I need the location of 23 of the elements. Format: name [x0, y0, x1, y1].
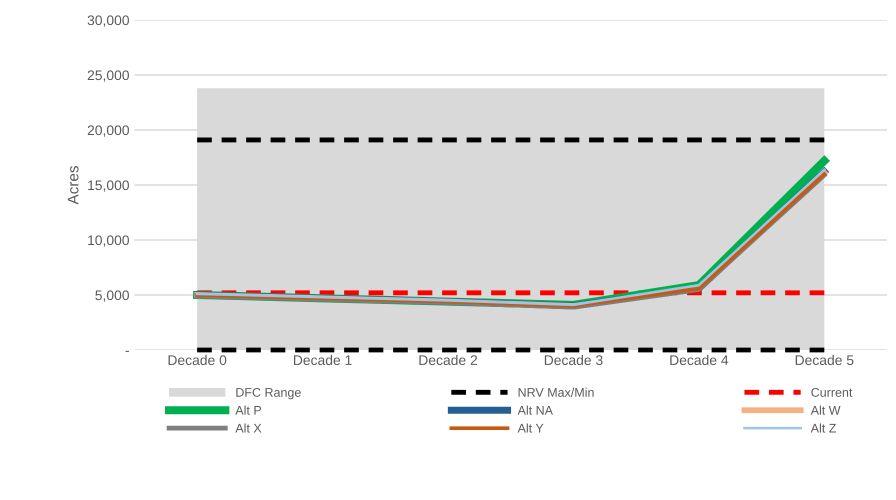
legend-label: Alt Y — [518, 423, 544, 433]
y-tick-label: 15,000 — [88, 180, 129, 192]
x-tick-label: Decade 2 — [419, 354, 478, 366]
y-tick-label: 5,000 — [95, 290, 129, 302]
legend-label: DFC Range — [236, 388, 301, 400]
x-tick-label: Decade 3 — [544, 354, 603, 366]
legend-label: NRV Max/Min — [518, 388, 594, 397]
legend-label: Alt Z — [810, 423, 836, 433]
y-tick-label: 20,000 — [88, 125, 129, 137]
y-tick-label: 10,000 — [88, 235, 129, 247]
legend-label: Alt X — [235, 423, 262, 433]
legend-label: Alt W — [810, 406, 841, 415]
x-tick-label: Decade 4 — [670, 354, 728, 366]
y-tick-label: 30,000 — [88, 15, 129, 27]
legend-label: Alt P — [235, 406, 262, 415]
legend-label: Alt NA — [518, 406, 553, 415]
legend-label: Current — [811, 388, 852, 397]
x-tick-label: Decade 0 — [168, 354, 226, 366]
y-axis-title: Acres — [68, 166, 78, 204]
x-tick-label: Decade 5 — [796, 354, 854, 366]
x-tick-label: Decade 1 — [294, 354, 352, 366]
y-tick-label: - — [126, 350, 129, 352]
y-tick-label: 25,000 — [88, 70, 129, 82]
